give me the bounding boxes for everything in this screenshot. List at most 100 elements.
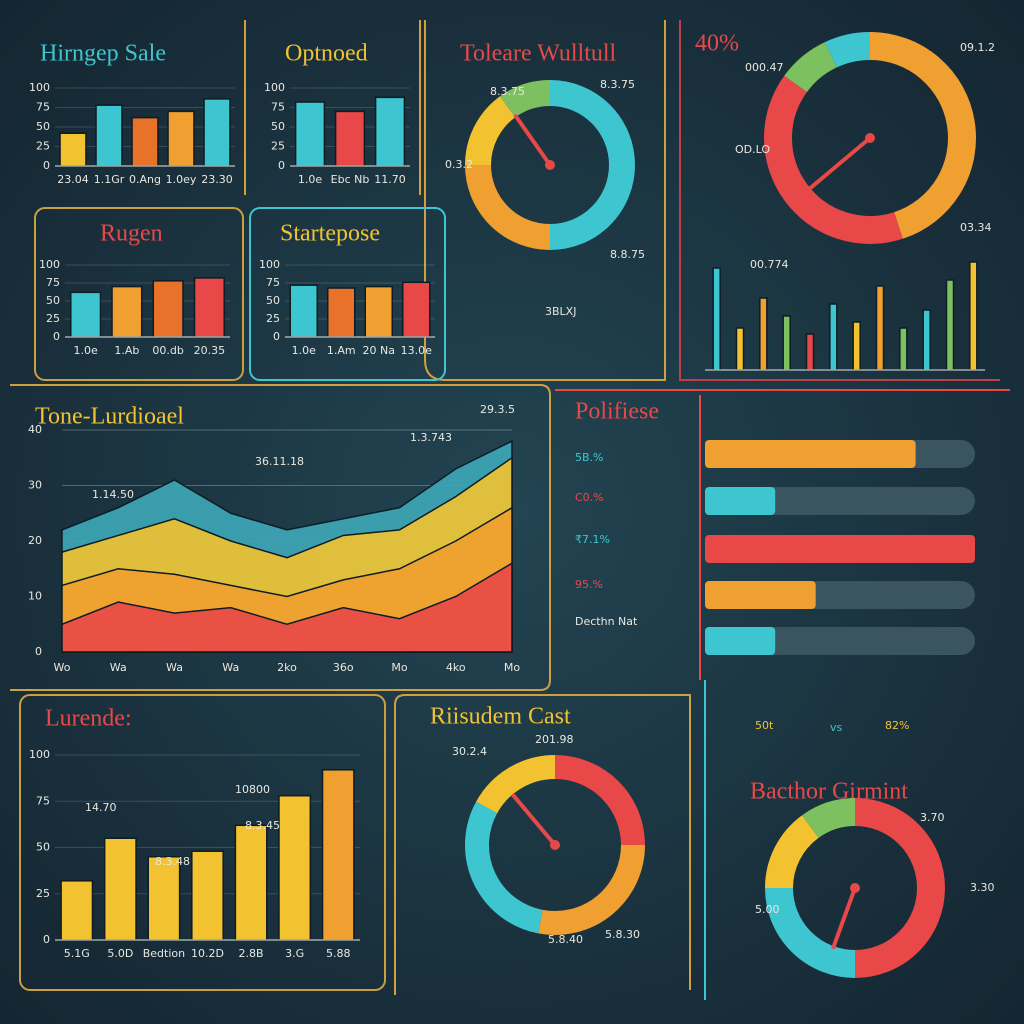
bar (829, 303, 838, 371)
x-tick-label: Wa (166, 661, 183, 674)
stat: 5B.% (575, 451, 604, 464)
bar (59, 132, 87, 167)
needle-hub (865, 133, 875, 143)
x-tick-label: 2ko (277, 661, 297, 674)
y-tick-label: 100 (259, 258, 280, 271)
chart-title: Startepose (280, 221, 380, 247)
x-tick-label: 5.88 (326, 947, 351, 960)
donut-segment (764, 75, 903, 244)
annotation: 8.8.75 (610, 248, 645, 261)
y-tick-label: 25 (36, 887, 50, 900)
donut-segment (824, 32, 871, 68)
y-tick-label: 0 (278, 159, 285, 172)
y-tick-label: 0 (53, 330, 60, 343)
needle (513, 113, 552, 167)
stat: 50t (755, 719, 774, 732)
annotation: 5.8.30 (605, 928, 640, 941)
annotation: 3.70 (920, 811, 945, 824)
bar (705, 440, 916, 468)
bar (70, 291, 102, 338)
x-tick-label: 5.1G (64, 947, 90, 960)
stat: vs (830, 721, 843, 734)
x-tick-label: 36o (333, 661, 354, 674)
bar (193, 277, 225, 338)
annotation: 5.00 (755, 903, 780, 916)
needle-hub (545, 160, 555, 170)
y-tick-label: 0 (43, 933, 50, 946)
bar (334, 110, 366, 167)
donut-segment (869, 32, 976, 239)
y-tick-label: 50 (271, 120, 285, 133)
annotation: 8.3.75 (600, 78, 635, 91)
donut-segment (538, 844, 645, 935)
y-tick-label: 50 (36, 841, 50, 854)
x-tick-label: 1.0e (298, 173, 322, 186)
bar (321, 769, 355, 941)
needle (808, 136, 872, 190)
bar (60, 880, 94, 941)
bar (969, 261, 978, 371)
annotation: 000.47 (745, 61, 784, 74)
bar (203, 98, 231, 167)
donut-segment (854, 798, 945, 978)
annotation: 0.3.2 (445, 158, 473, 171)
x-tick-label: 1.1Gr (94, 173, 125, 186)
x-tick-label: Wo (54, 661, 71, 674)
area (61, 561, 513, 653)
x-tick-label: 20.35 (194, 344, 226, 357)
chart-title: Optnoed (285, 41, 368, 67)
bar (95, 104, 123, 167)
y-tick-label: 75 (36, 794, 50, 807)
bar (852, 321, 861, 371)
chart-title: Toleare Wulltull (460, 41, 617, 67)
x-tick-label: 23.04 (57, 173, 89, 186)
bar (147, 856, 181, 941)
annotation: 201.98 (535, 733, 574, 746)
bar (111, 285, 143, 338)
bar (735, 327, 745, 371)
annotation: 3BLXJ (545, 305, 576, 318)
bar (191, 850, 224, 941)
y-tick-label: 100 (39, 258, 60, 271)
y-tick-label: 50 (46, 294, 60, 307)
annotation: OD.LO (735, 143, 770, 156)
needle (510, 792, 557, 847)
annotation: 10800 (235, 783, 270, 796)
donut-segment (500, 80, 551, 118)
x-tick-label: 4ko (446, 661, 466, 674)
bar (945, 279, 955, 371)
x-tick-label: 1.Am (327, 344, 356, 357)
x-tick-label: 1.0e (292, 344, 316, 357)
y-tick-label: 20 (28, 534, 42, 547)
bar (167, 110, 195, 167)
bar (294, 101, 326, 167)
annotation: 36.11.18 (255, 455, 304, 468)
donut-segment (554, 755, 645, 846)
bar (899, 327, 908, 371)
donut-segment (465, 96, 516, 166)
donut-segment (784, 42, 838, 93)
annotation: 8.3.48 (155, 855, 190, 868)
stat: 82% (885, 719, 909, 732)
annotation: 1.14.50 (92, 488, 134, 501)
y-tick-label: 40 (28, 423, 42, 436)
x-tick-label: 1.0e (73, 344, 97, 357)
chart-title: Lurende: (45, 706, 132, 732)
bar (922, 309, 931, 371)
y-tick-label: 10 (28, 590, 42, 603)
annotation: 5.8.40 (548, 933, 583, 946)
y-tick-label: 30 (28, 479, 42, 492)
bar (364, 285, 393, 338)
chart-title: Hirngep Sale (40, 41, 166, 67)
y-tick-label: 0 (43, 159, 50, 172)
x-tick-label: 0.Ang (129, 173, 161, 186)
donut-segment (765, 887, 856, 978)
annotation: 30.2.4 (452, 745, 487, 758)
stat: ₹7.1% (575, 533, 610, 546)
bar (278, 794, 312, 941)
bar (805, 333, 815, 371)
x-tick-label: Mo (504, 661, 520, 674)
stat: Decthn Nat (575, 615, 638, 628)
x-tick-label: Wa (110, 661, 127, 674)
